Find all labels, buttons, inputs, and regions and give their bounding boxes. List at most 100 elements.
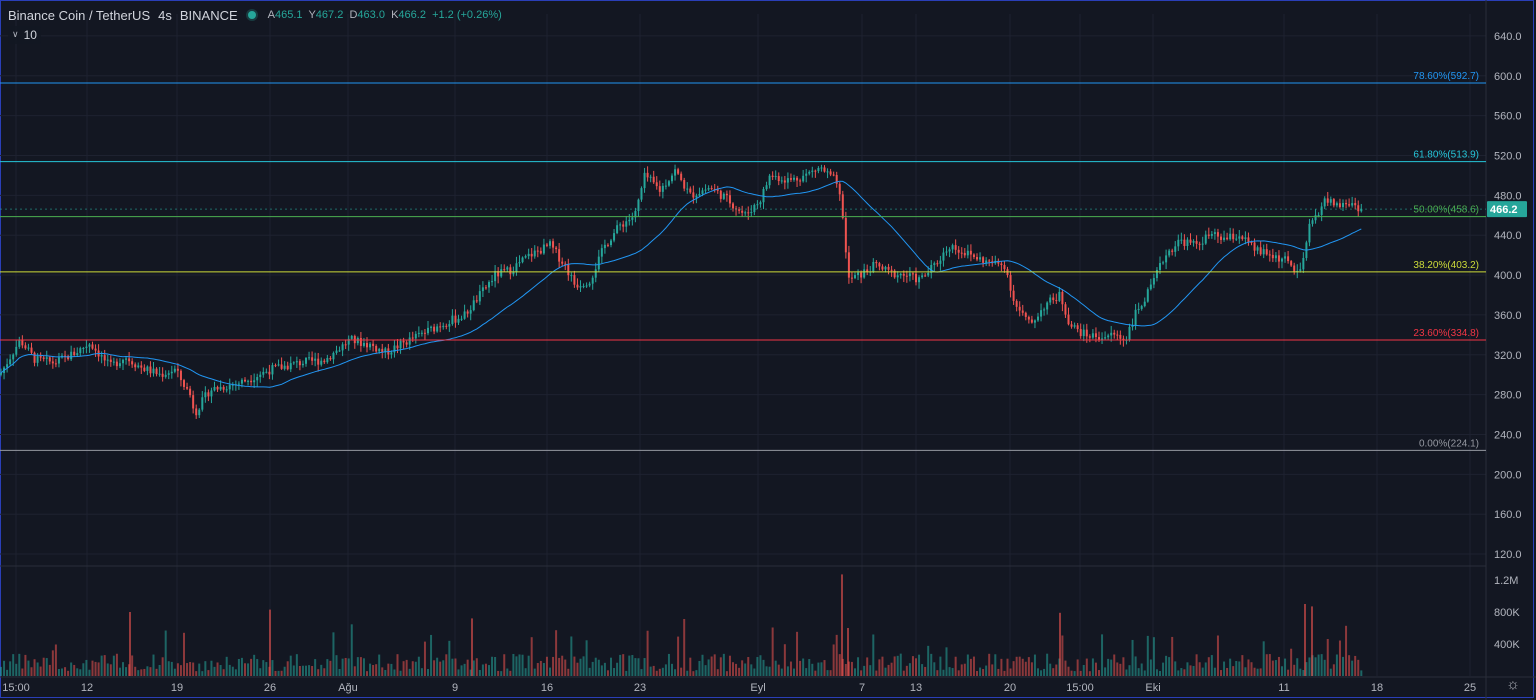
candle-body — [1268, 254, 1271, 256]
symbol-name[interactable]: Binance Coin / TetherUS — [8, 7, 151, 23]
volume-bar — [1244, 667, 1247, 676]
candle-body — [335, 350, 338, 353]
candle-body — [219, 386, 222, 390]
volume-bar — [652, 665, 655, 676]
gear-icon[interactable]: ☼ — [1506, 676, 1520, 693]
volume-bar — [634, 658, 637, 676]
candle-body — [317, 358, 320, 365]
candle-body — [1262, 249, 1265, 255]
volume-bar — [341, 658, 344, 676]
volume-bar — [323, 668, 326, 676]
volume-bar — [530, 637, 533, 676]
volume-bar — [366, 671, 368, 676]
candle-body — [369, 343, 372, 348]
volume-bar — [277, 670, 280, 676]
volume-bar — [1238, 661, 1241, 676]
volume-bar — [582, 656, 585, 676]
volume-bar — [39, 666, 42, 676]
candle-body — [268, 371, 271, 375]
volume-bar — [1149, 659, 1152, 676]
volume-tick-label: 800K — [1494, 607, 1520, 619]
volume-bar — [951, 668, 954, 676]
candle-body — [908, 273, 911, 277]
volume-bar — [991, 664, 994, 676]
volume-bar — [637, 658, 640, 676]
candle-body — [765, 185, 768, 190]
volume-bar — [1159, 671, 1161, 676]
candle-body — [631, 217, 634, 220]
candle-body — [1152, 278, 1155, 285]
candle-body — [45, 357, 48, 359]
volume-bar — [768, 666, 771, 676]
volume-bar — [539, 660, 542, 676]
candle-body — [466, 311, 469, 314]
candle-body — [518, 262, 521, 264]
chevron-down-icon[interactable]: ∨ — [12, 28, 19, 39]
candle-body — [1250, 241, 1253, 243]
volume-bar — [204, 661, 207, 676]
candle-body — [701, 190, 704, 195]
volume-bar — [884, 667, 887, 676]
volume-bar — [1070, 670, 1073, 676]
volume-bar — [881, 656, 884, 676]
candle-body — [463, 311, 466, 319]
volume-bar — [713, 654, 716, 676]
volume-bar — [1360, 670, 1363, 676]
volume-bar — [109, 664, 112, 676]
candle-body — [634, 210, 637, 218]
candle-body — [414, 333, 417, 339]
volume-bar — [326, 659, 329, 676]
candle-body — [835, 174, 838, 184]
volume-bar — [515, 656, 518, 676]
candle-body — [30, 347, 33, 353]
candle-body — [905, 275, 908, 277]
volume-bar — [1055, 664, 1058, 676]
candle-body — [1290, 261, 1293, 266]
indicator-legend[interactable]: ∨ 10 — [8, 26, 41, 44]
candle-body — [768, 175, 771, 186]
volume-bar — [579, 658, 582, 676]
volume-bar — [616, 662, 619, 676]
volume-bar — [475, 658, 478, 676]
candle-body — [18, 339, 21, 347]
candle-body — [658, 186, 661, 192]
volume-bar — [887, 664, 890, 676]
volume-bar — [433, 660, 436, 676]
candle-body — [582, 286, 585, 288]
volume-bar — [1027, 657, 1030, 676]
candle-body — [1354, 203, 1357, 206]
volume-bar — [799, 660, 802, 676]
candle-body — [1076, 325, 1079, 330]
candle-body — [640, 188, 643, 200]
volume-bar — [982, 669, 985, 676]
candle-body — [1088, 336, 1091, 338]
interval-label[interactable]: 4s — [158, 7, 172, 23]
volume-bar — [1332, 664, 1335, 676]
candle-body — [247, 380, 250, 382]
candle-body — [259, 374, 262, 378]
volume-bar — [860, 670, 863, 676]
candle-body — [1293, 265, 1296, 272]
volume-bar — [594, 657, 597, 676]
candle-body — [610, 240, 612, 246]
candle-body — [942, 252, 945, 261]
candle-body — [134, 364, 137, 368]
volume-bar — [1110, 659, 1113, 676]
volume-bar — [512, 653, 515, 676]
candle-body — [664, 185, 667, 187]
volume-bar — [704, 665, 707, 676]
volume-bar — [396, 654, 399, 676]
volume-bar — [61, 668, 63, 676]
candle-body — [91, 344, 94, 349]
volume-bar — [1335, 654, 1338, 676]
candle-body — [1320, 206, 1323, 215]
candle-body — [1149, 284, 1152, 290]
candle-body — [103, 355, 106, 361]
volume-bar — [664, 664, 667, 676]
candle-body — [539, 250, 542, 254]
volume-bar — [161, 657, 164, 676]
volume-bar — [301, 665, 304, 676]
volume-bar — [1259, 668, 1262, 676]
candle-body — [460, 318, 463, 320]
